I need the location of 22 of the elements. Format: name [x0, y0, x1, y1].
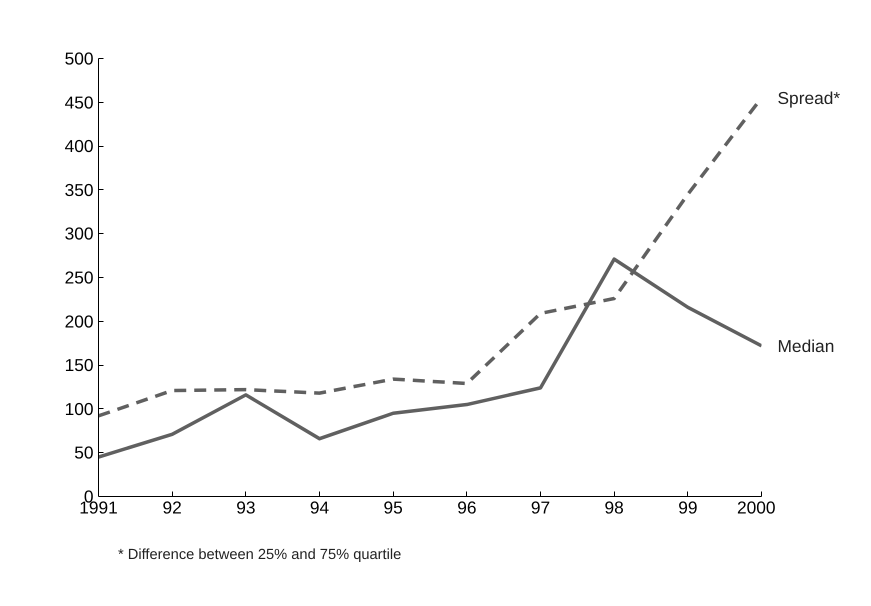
x-tick-label: 97 [530, 498, 550, 518]
y-tick-label: 200 [64, 311, 94, 332]
y-tick-label: 400 [64, 136, 94, 156]
y-tick-label: 50 [74, 442, 94, 463]
x-tick-label: 96 [457, 498, 476, 518]
y-tick-label: 500 [64, 48, 94, 68]
x-tick-label: 92 [162, 498, 182, 518]
y-tick-label: 450 [64, 92, 94, 112]
x-tick-label: 95 [384, 498, 403, 518]
x-tick-label: 94 [310, 498, 330, 518]
x-tick-label: 98 [604, 498, 624, 518]
series-label: Spread* [778, 88, 840, 108]
y-tick-label: 150 [64, 355, 94, 376]
y-tick-label: 350 [64, 180, 94, 200]
x-tick-label: 93 [236, 498, 256, 518]
x-tick-label: 2000 [736, 498, 776, 518]
text: * Difference between 25% and 75% quartile [118, 546, 402, 565]
series-label: Median [778, 336, 834, 356]
y-tick-label: 100 [64, 398, 94, 419]
y-tick-label: 300 [64, 224, 94, 244]
y-tick-label: 250 [64, 268, 94, 288]
x-tick-label: 99 [678, 498, 698, 518]
